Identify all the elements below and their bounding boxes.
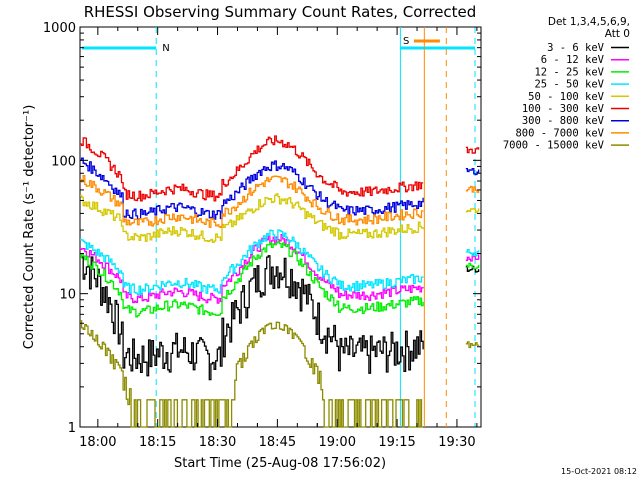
y-tick-label: 10 — [59, 288, 76, 303]
y-tick-label: 100 — [51, 154, 76, 169]
series-line-4 — [80, 193, 424, 244]
series-layer — [80, 135, 480, 428]
x-tick-label: 19:00 — [319, 435, 356, 450]
series-line-5 — [80, 135, 424, 202]
footer-timestamp: 15-Oct-2021 08:12 — [561, 467, 637, 476]
legend-title-line: Att 0 — [605, 28, 630, 40]
axes-layer: 1 10 100 1000 18:00 18:15 18:30 18:45 19:00 19:15… — [43, 21, 481, 450]
x-tick-label: 19:30 — [438, 435, 475, 450]
series-line-2 — [80, 240, 424, 318]
legend-title-line: Det 1,3,4,5,6,9, — [548, 16, 630, 28]
series-line-7 — [80, 174, 424, 228]
x-tick-label: 18:45 — [259, 435, 296, 450]
flag-label-n: N — [162, 43, 169, 54]
series-line-after-gap-8 — [465, 341, 480, 349]
legend-label: 7000 - 15000 keV — [503, 140, 605, 152]
y-axis-label: Corrected Count Rate (s⁻¹ detector⁻¹) — [22, 105, 37, 350]
series-line-0 — [80, 255, 424, 381]
legend-label: 100 - 300 keV — [522, 103, 605, 115]
series-line-6 — [80, 157, 424, 220]
legend-label: 6 - 12 keV — [541, 54, 605, 66]
y-tick-label: 1 — [68, 421, 76, 436]
series-line-3 — [80, 229, 424, 296]
series-line-after-gap-6 — [465, 167, 480, 176]
legend-label: 800 - 7000 keV — [515, 127, 604, 139]
legend-label: 300 - 800 keV — [522, 115, 605, 127]
legend-label: 3 - 6 keV — [547, 42, 605, 54]
series-line-after-gap-2 — [465, 262, 480, 270]
y-tick-label: 1000 — [43, 21, 76, 36]
legend-label: 50 - 100 keV — [528, 91, 605, 103]
x-tick-label: 18:00 — [79, 435, 116, 450]
x-axis-label: Start Time (25-Aug-08 17:56:02) — [174, 456, 386, 471]
flag-label-s: S — [403, 36, 409, 47]
legend-label: 25 - 50 keV — [534, 79, 604, 91]
series-line-1 — [80, 234, 424, 304]
legend-label: 12 - 25 keV — [534, 66, 604, 78]
series-line-after-gap-7 — [465, 185, 480, 193]
x-tick-label: 18:15 — [139, 435, 176, 450]
series-line-after-gap-3 — [465, 249, 480, 257]
series-line-after-gap-5 — [465, 146, 480, 154]
series-line-8 — [80, 320, 424, 428]
plot-frame — [79, 26, 482, 428]
chart-title: RHESSI Observing Summary Count Rates, Co… — [84, 3, 477, 21]
series-line-after-gap-4 — [465, 208, 480, 214]
x-tick-label: 19:15 — [378, 435, 415, 450]
x-tick-label: 18:30 — [199, 435, 236, 450]
